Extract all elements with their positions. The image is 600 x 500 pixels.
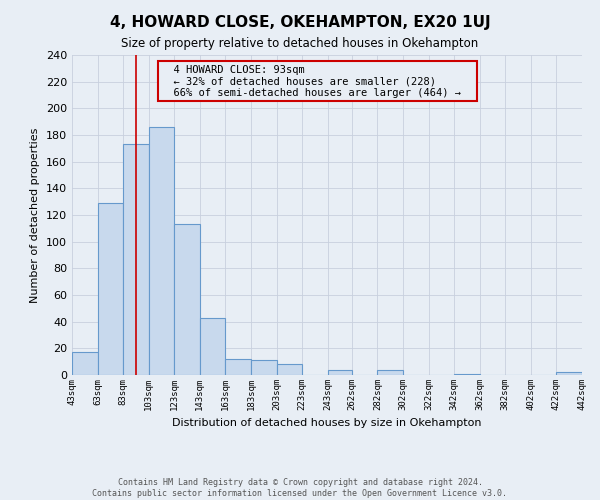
Bar [251, 360, 277, 375]
Bar [72, 352, 98, 375]
Text: Size of property relative to detached houses in Okehampton: Size of property relative to detached ho… [121, 38, 479, 51]
Text: Contains HM Land Registry data © Crown copyright and database right 2024.
Contai: Contains HM Land Registry data © Crown c… [92, 478, 508, 498]
Bar [98, 203, 123, 375]
Bar [556, 372, 582, 375]
Bar [377, 370, 403, 375]
Y-axis label: Number of detached properties: Number of detached properties [31, 128, 40, 302]
Bar [200, 318, 226, 375]
Bar [277, 364, 302, 375]
Bar [174, 224, 200, 375]
Bar [226, 359, 251, 375]
Bar [149, 127, 174, 375]
Text: 4 HOWARD CLOSE: 93sqm
  ← 32% of detached houses are smaller (228)
  66% of semi: 4 HOWARD CLOSE: 93sqm ← 32% of detached … [161, 64, 474, 98]
X-axis label: Distribution of detached houses by size in Okehampton: Distribution of detached houses by size … [172, 418, 482, 428]
Text: 4, HOWARD CLOSE, OKEHAMPTON, EX20 1UJ: 4, HOWARD CLOSE, OKEHAMPTON, EX20 1UJ [110, 15, 490, 30]
Bar [328, 370, 352, 375]
Bar [123, 144, 149, 375]
Bar [454, 374, 480, 375]
